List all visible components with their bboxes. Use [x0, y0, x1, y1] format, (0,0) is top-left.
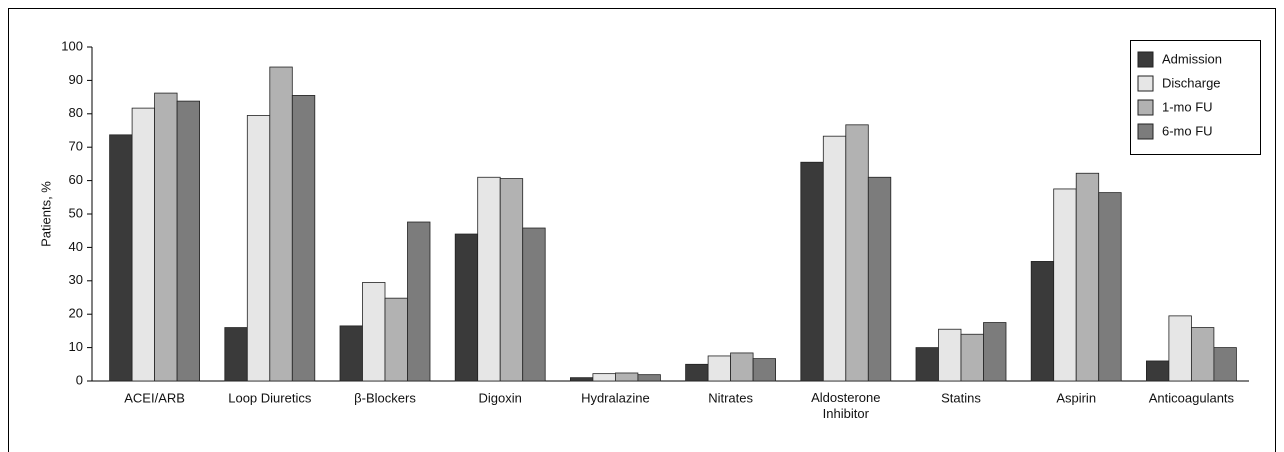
bar: [938, 328, 962, 382]
x-tick-label: Nitrates: [708, 390, 753, 405]
bar: [246, 115, 271, 382]
bar: [800, 161, 824, 382]
bar: [454, 233, 479, 382]
bar: [407, 221, 431, 382]
bar: [384, 297, 408, 382]
bar: [339, 325, 363, 382]
x-tick-label: Loop Diuretics: [228, 390, 312, 405]
bar: [867, 176, 892, 382]
x-tick-label: Aldosterone Inhibitor: [811, 390, 880, 421]
x-tick-label: Hydralazine: [581, 390, 650, 405]
bar: [131, 107, 156, 382]
y-tick-label: 90: [69, 72, 83, 87]
legend-label: 6-mo FU: [1162, 123, 1213, 138]
bar: [592, 373, 616, 382]
y-tick-label: 30: [69, 272, 83, 287]
bar: [845, 124, 869, 382]
bar: [154, 92, 178, 382]
bar: [915, 347, 939, 382]
bar: [1053, 188, 1077, 382]
bar: [983, 322, 1007, 382]
bar: [362, 282, 386, 382]
y-tick-label: 80: [69, 105, 83, 120]
legend-label: Admission: [1162, 51, 1222, 66]
legend-swatch: [1137, 123, 1154, 140]
bar: [1146, 360, 1170, 382]
bar: [269, 66, 293, 382]
bar: [522, 227, 546, 382]
legend-swatch: [1137, 99, 1154, 116]
y-axis-label: Patients, %: [38, 181, 53, 247]
bar: [1098, 192, 1122, 382]
bar: [224, 327, 248, 382]
x-tick-label: ACEI/ARB: [124, 390, 185, 405]
legend-label: 1-mo FU: [1162, 99, 1213, 114]
bar: [109, 134, 133, 382]
bar: [1191, 327, 1215, 382]
y-tick-label: 40: [69, 239, 83, 254]
y-tick-label: 0: [76, 372, 83, 387]
frame: [8, 8, 1276, 452]
x-tick-label: β-Blockers: [354, 390, 416, 405]
bar: [176, 100, 201, 382]
x-tick-label: Anticoagulants: [1149, 390, 1235, 405]
bar: [707, 355, 731, 382]
bar: [1213, 347, 1237, 382]
y-tick-label: 10: [69, 339, 83, 354]
bar: [570, 377, 594, 382]
x-tick-label: Digoxin: [479, 390, 522, 405]
bar: [1075, 172, 1100, 382]
bar: [752, 358, 776, 382]
x-tick-label: Aspirin: [1056, 390, 1096, 405]
bar: [615, 372, 639, 382]
bar: [1168, 315, 1192, 382]
legend-label: Discharge: [1162, 75, 1221, 90]
y-tick-label: 20: [69, 306, 83, 321]
bar: [960, 333, 984, 382]
bar: [291, 95, 316, 382]
y-tick-label: 100: [61, 38, 83, 53]
bar: [730, 352, 754, 382]
bar: [822, 135, 847, 382]
bar: [1030, 261, 1055, 382]
legend-swatch: [1137, 75, 1154, 92]
bar: [499, 178, 524, 382]
bar: [477, 176, 501, 382]
x-tick-label: Statins: [941, 390, 981, 405]
y-tick-label: 50: [69, 205, 83, 220]
y-tick-label: 60: [69, 172, 83, 187]
bar: [685, 363, 709, 382]
y-tick-label: 70: [69, 139, 83, 154]
legend-swatch: [1137, 51, 1154, 68]
bar: [637, 374, 661, 382]
